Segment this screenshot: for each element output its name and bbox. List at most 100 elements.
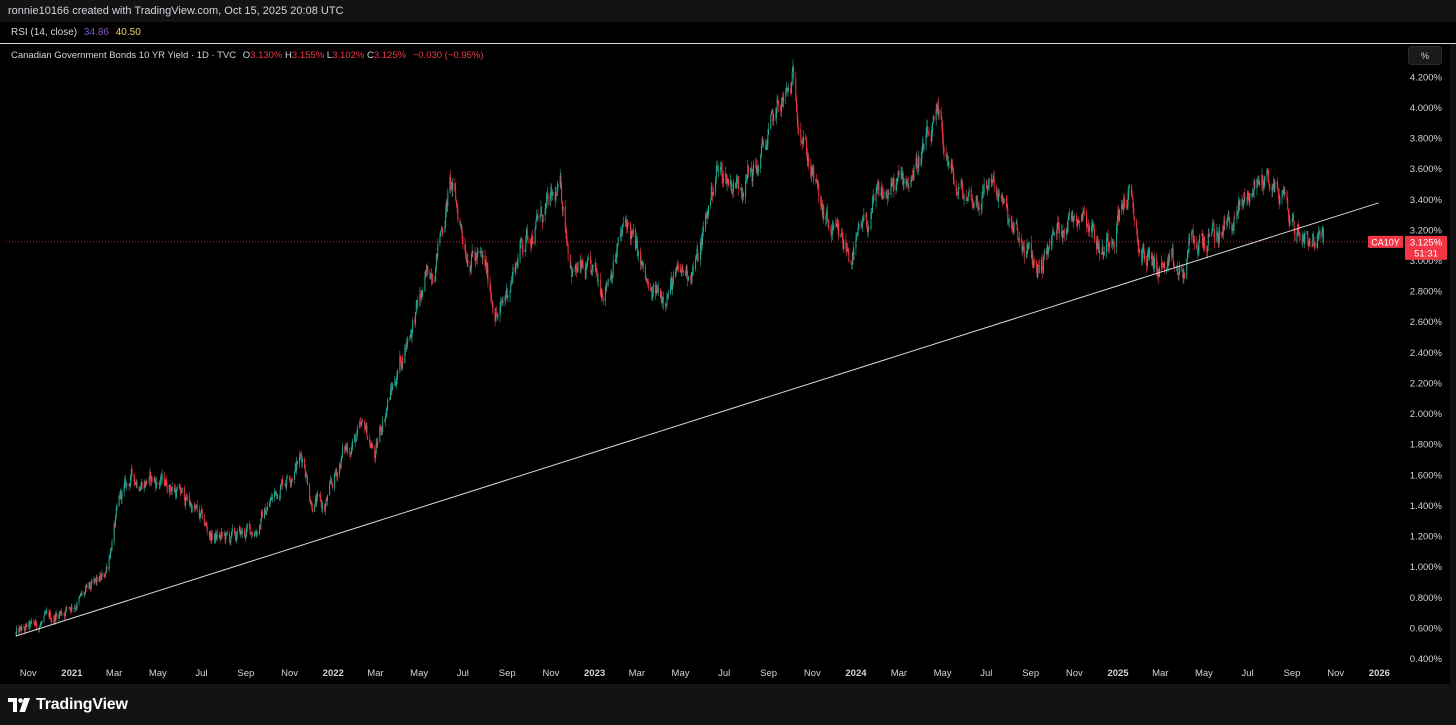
candle-body — [1248, 193, 1250, 203]
candle-body — [184, 498, 186, 506]
candle-body — [736, 177, 738, 182]
candle-body — [562, 206, 564, 211]
price-chart-pane[interactable]: 0.400% 0.600% 0.800% 1.000% 1.200% 1.400% 1.60… — [0, 44, 1450, 684]
candle-body — [607, 279, 609, 285]
candle-body — [907, 182, 909, 188]
candle-body — [1149, 248, 1151, 259]
candle-body — [545, 203, 547, 209]
candle-body — [357, 428, 359, 433]
candle-body — [579, 260, 581, 267]
candle-body — [695, 258, 697, 269]
candle-body — [555, 194, 557, 201]
candle-body — [800, 129, 802, 141]
candle-body — [53, 615, 55, 622]
candle-body — [374, 452, 376, 459]
candle-body — [120, 490, 122, 499]
candle-body — [866, 216, 868, 226]
candle-body — [1148, 248, 1150, 254]
candle-body — [334, 472, 336, 474]
tradingview-logo[interactable]: TradingView — [8, 695, 128, 715]
candle-body — [1252, 194, 1254, 197]
candle-body — [569, 254, 571, 268]
candle-body — [882, 196, 884, 199]
candle-body — [671, 277, 673, 289]
candles — [15, 59, 1325, 637]
candle-body — [386, 408, 388, 412]
y-tick-label: 1.800% — [1410, 440, 1443, 451]
candle-body — [777, 98, 779, 102]
candle-body — [727, 179, 729, 186]
x-tick-label: May — [934, 668, 952, 679]
candle-body — [106, 567, 108, 570]
candle-body — [170, 490, 172, 492]
candle-body — [632, 231, 634, 234]
candle-body — [294, 463, 296, 472]
candle-body — [124, 478, 126, 486]
candle-body — [185, 497, 187, 506]
candle-body — [65, 606, 67, 612]
candle-body — [145, 480, 147, 484]
candle-body — [992, 176, 994, 182]
x-tick-label: Jul — [1242, 668, 1254, 679]
x-tick-label: May — [410, 668, 428, 679]
price-tag — [1405, 235, 1447, 260]
candle-body — [1118, 210, 1120, 221]
candle-body — [997, 190, 999, 202]
candle-body — [710, 185, 712, 201]
candle-body — [1212, 224, 1214, 233]
x-tick-label: Nov — [542, 668, 559, 679]
trendline[interactable] — [15, 202, 1379, 637]
candle-body — [246, 525, 248, 528]
candle-body — [692, 267, 694, 273]
candle-body — [1271, 188, 1273, 192]
candle-body — [776, 98, 778, 109]
candle-body — [424, 276, 426, 291]
candle-body — [1247, 191, 1249, 198]
candle-body — [381, 429, 383, 432]
candle-body — [664, 303, 666, 306]
candle-body — [893, 178, 895, 191]
candle-body — [432, 279, 434, 283]
candle-body — [216, 533, 218, 540]
candle-body — [539, 214, 541, 219]
candle-body — [46, 611, 48, 613]
candle-body — [1168, 257, 1170, 266]
candle-body — [1070, 213, 1072, 221]
candle-body — [722, 177, 724, 183]
candle-body — [537, 215, 539, 219]
percent-scale-button[interactable]: % — [1408, 46, 1442, 65]
candle-body — [485, 262, 487, 274]
candle-body — [1228, 216, 1230, 219]
candle-body — [951, 164, 953, 169]
candle-body — [542, 215, 544, 223]
candle-body — [1051, 235, 1053, 243]
candle-body — [467, 259, 469, 266]
candle-body — [810, 163, 812, 177]
candle-body — [551, 193, 553, 196]
candle-body — [1306, 231, 1308, 234]
candle-body — [552, 192, 554, 194]
candle-body — [254, 533, 256, 534]
x-tick-label: Sep — [760, 668, 777, 679]
candle-body — [161, 474, 163, 480]
candle-body — [534, 228, 536, 244]
candle-body — [1182, 271, 1184, 279]
candle-body — [732, 190, 734, 192]
rsi-pane[interactable]: RSI (14, close) 34.86 40.50 — [0, 22, 1456, 44]
candle-body — [832, 226, 834, 228]
candle-body — [391, 387, 393, 390]
price-tag-value: 3.125% — [1410, 237, 1443, 248]
candle-body — [695, 254, 697, 259]
candle-body — [853, 248, 855, 260]
candle-body — [946, 155, 948, 157]
candle-body — [1273, 183, 1275, 193]
candle-body — [1277, 190, 1279, 195]
candle-body — [584, 267, 586, 279]
candle-body — [619, 233, 621, 238]
y-tick-label: 3.400% — [1410, 195, 1443, 206]
candle-body — [329, 483, 331, 496]
candle-body — [150, 476, 152, 481]
price-chart[interactable]: 0.400% 0.600% 0.800% 1.000% 1.200% 1.400% 1.60… — [0, 44, 1450, 684]
x-tick-label: Mar — [1152, 668, 1168, 679]
candle-body — [1028, 242, 1030, 244]
